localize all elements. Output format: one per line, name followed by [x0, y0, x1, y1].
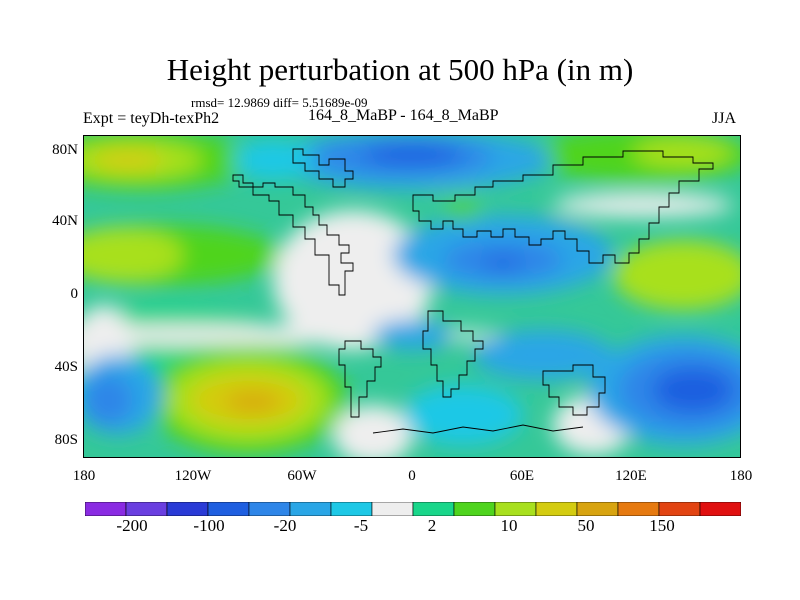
- field-shading: [83, 135, 741, 458]
- colorbar-swatch: [576, 502, 619, 516]
- colorbar-swatch: [658, 502, 701, 516]
- height-perturbation-map: [83, 135, 741, 458]
- colorbar-label: -5: [353, 516, 369, 535]
- coastline-outlines: [83, 148, 741, 434]
- colorbar-label: 10: [500, 516, 518, 535]
- lon-label-180w: 180: [72, 468, 96, 484]
- rmsd-diff-stats: rmsd= 12.9869 diff= 5.51689e-09: [191, 95, 368, 110]
- colorbar-swatch: [125, 502, 168, 516]
- colorbar-swatch: [166, 502, 209, 516]
- lat-label-80s: 80S: [54, 432, 78, 448]
- colorbar-label: -200: [116, 516, 148, 535]
- colorbar: [85, 502, 741, 516]
- lon-label-120w: 120W: [174, 468, 212, 484]
- plot-title: Height perturbation at 500 hPa (in m): [166, 52, 634, 87]
- lon-label-60e: 60E: [509, 468, 535, 484]
- colorbar-label: 2: [427, 516, 437, 535]
- colorbar-swatch: [453, 502, 496, 516]
- colorbar-label: -100: [193, 516, 225, 535]
- case-label: 164_8_MaBP - 164_8_MaBP: [308, 107, 499, 124]
- colorbar-swatch: [494, 502, 537, 516]
- colorbar-swatch: [85, 502, 127, 516]
- lon-label-120e: 120E: [615, 468, 647, 484]
- lat-label-80n: 80N: [52, 142, 78, 158]
- experiment-label: Expt = teyDh-texPh2: [83, 110, 220, 127]
- colorbar-swatch: [617, 502, 660, 516]
- colorbar-label: -20: [273, 516, 297, 535]
- season-label: JJA: [712, 110, 737, 127]
- colorbar-label: 150: [649, 516, 675, 535]
- colorbar-swatch: [535, 502, 578, 516]
- lon-label-180e: 180: [729, 468, 753, 484]
- colorbar-swatch: [412, 502, 455, 516]
- lat-label-40s: 40S: [54, 359, 78, 375]
- colorbar-swatch: [330, 502, 373, 516]
- lon-label-60w: 60W: [287, 468, 317, 484]
- colorbar-swatch: [371, 502, 414, 516]
- colorbar-swatch: [699, 502, 741, 516]
- lat-label-0: 0: [70, 286, 79, 302]
- colorbar-swatch: [289, 502, 332, 516]
- colorbar-label: 50: [577, 516, 595, 535]
- lon-label-0: 0: [408, 468, 416, 484]
- colorbar-swatch: [207, 502, 250, 516]
- colorbar-swatch: [248, 502, 291, 516]
- lat-label-40n: 40N: [52, 213, 78, 229]
